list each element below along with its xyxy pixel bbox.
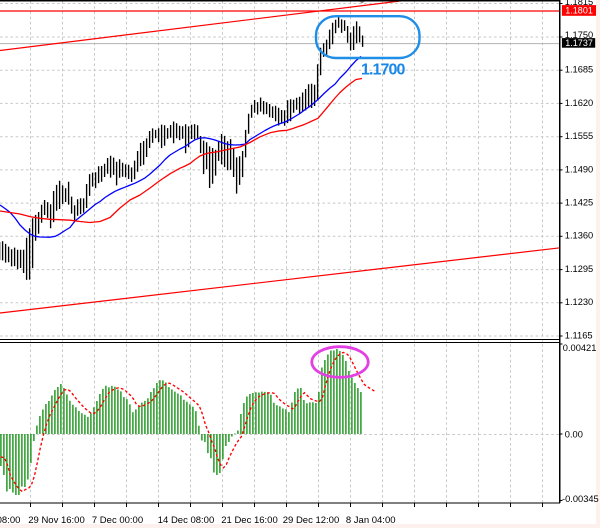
svg-text:21 Dec 16:00: 21 Dec 16:00 [221, 515, 278, 526]
svg-text:0.00421: 0.00421 [563, 343, 597, 353]
svg-text:1.1425: 1.1425 [565, 198, 593, 208]
svg-text:1.1620: 1.1620 [565, 98, 593, 108]
svg-text:8 Jan 04:00: 8 Jan 04:00 [346, 515, 396, 526]
svg-text:14 Dec 08:00: 14 Dec 08:00 [158, 515, 215, 526]
svg-text:08:00: 08:00 [0, 515, 20, 526]
svg-text:7 Dec 00:00: 7 Dec 00:00 [92, 515, 143, 526]
svg-text:29 Dec 12:00: 29 Dec 12:00 [283, 515, 340, 526]
svg-text:1.1685: 1.1685 [565, 65, 593, 75]
svg-text:1.1815: 1.1815 [565, 0, 593, 7]
svg-text:1.1230: 1.1230 [565, 297, 593, 307]
svg-text:1.1750: 1.1750 [565, 30, 593, 40]
svg-text:1.1295: 1.1295 [565, 264, 593, 274]
svg-text:1.1737: 1.1737 [565, 38, 593, 48]
svg-text:1.1801: 1.1801 [565, 6, 593, 16]
svg-text:1.1165: 1.1165 [565, 330, 593, 340]
svg-text:-0.00345: -0.00345 [562, 494, 599, 504]
svg-text:0.00: 0.00 [565, 430, 583, 440]
svg-text:1.1700: 1.1700 [361, 62, 406, 79]
svg-text:1.1490: 1.1490 [565, 164, 593, 174]
svg-text:29 Nov 16:00: 29 Nov 16:00 [28, 515, 85, 526]
svg-text:1.1555: 1.1555 [565, 131, 593, 141]
svg-text:1.1360: 1.1360 [565, 231, 593, 241]
